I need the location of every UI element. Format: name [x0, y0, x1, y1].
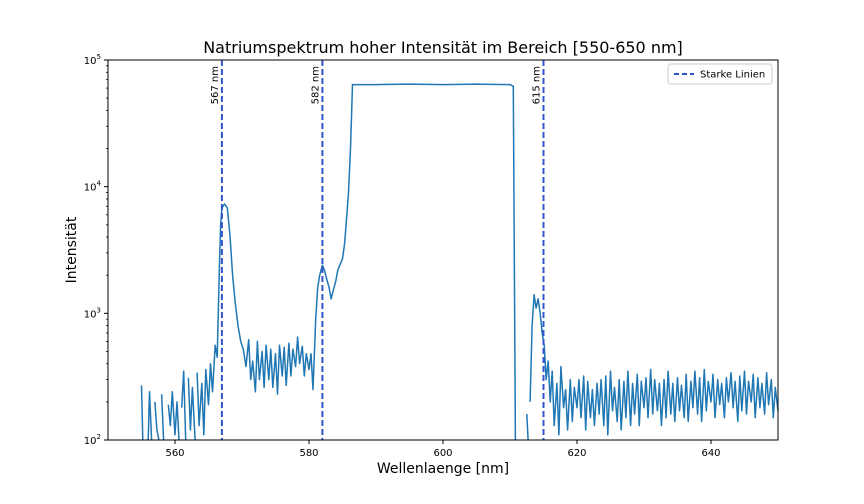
legend-box [667, 63, 773, 85]
y-tick-label: 103 [84, 306, 101, 320]
y-tick-label: 102 [84, 433, 101, 447]
x-axis-label: Wellenlaenge [nm] [377, 461, 509, 477]
x-tick-label: 580 [299, 448, 318, 459]
spectrum-line-segment [529, 294, 779, 436]
y-axis-label: Intensität [64, 216, 80, 283]
spectrum-line-segment [187, 377, 196, 441]
x-tick-label: 600 [433, 448, 452, 459]
spectrum-line-segment [140, 385, 144, 441]
spectrum-line-segment [196, 83, 517, 441]
strong-line-label: 582 nm [310, 66, 321, 104]
data-layer [140, 83, 779, 441]
x-tick-label: 560 [165, 448, 184, 459]
strong-line-label: 567 nm [210, 66, 221, 104]
plot-frame [107, 59, 779, 441]
legend: Starke Linien [667, 63, 773, 85]
chart-title: Natriumspektrum hoher Intensität im Bere… [203, 38, 683, 57]
y-tick-label: 105 [84, 53, 101, 67]
strong-line-label: 615 nm [532, 66, 543, 104]
spectrum-line-segment [167, 391, 180, 441]
y-tick-label: 104 [84, 180, 102, 194]
axis-layer: 560 580 600 620 640 102 103 104 105 [84, 53, 721, 459]
spectrum-line-segment [526, 414, 529, 441]
x-tick-label: 620 [567, 448, 586, 459]
spectrum-line-segment [180, 370, 187, 441]
spectrum-line-segment [160, 394, 165, 441]
spectrum-line-segment [154, 401, 160, 441]
spectrum-line-segment [147, 391, 153, 441]
legend-label: Starke Linien [700, 70, 765, 81]
vline-layer: 567 nm 582 nm 615 nm [210, 60, 545, 440]
x-tick-label: 640 [701, 448, 720, 459]
